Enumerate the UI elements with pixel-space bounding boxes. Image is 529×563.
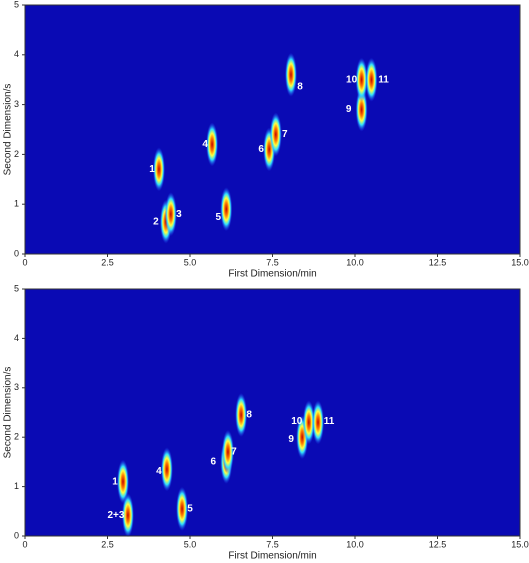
peak-label: 1 [149, 164, 155, 175]
peak-label: 8 [246, 410, 252, 421]
plot-frame [24, 288, 521, 537]
x-tick-label: 5.0 [184, 257, 197, 267]
peak-label: 10 [291, 416, 303, 427]
peak [365, 57, 378, 102]
peak-label: 8 [297, 81, 303, 92]
peak-label: 10 [346, 74, 358, 85]
peak [206, 122, 219, 167]
peak-label: 5 [187, 503, 193, 514]
peak [121, 493, 134, 538]
peak-label: 11 [324, 416, 335, 427]
peak-label: 7 [231, 447, 237, 458]
x-tick-label: 15.0 [511, 539, 529, 549]
peak [164, 192, 177, 237]
x-tick-label: 15.0 [511, 257, 529, 267]
y-tick-label: 0 [14, 248, 19, 258]
x-tick-label: 12.5 [429, 539, 447, 549]
peak [160, 447, 173, 492]
x-tick-label: 2.5 [101, 539, 114, 549]
peak-label: 3 [176, 209, 182, 220]
y-tick-label: 5 [14, 0, 19, 9]
peak [312, 400, 325, 445]
peak [152, 147, 165, 192]
y-tick-label: 4 [14, 49, 19, 59]
plot-frame [24, 4, 521, 255]
x-axis-title: First Dimension/min [228, 269, 316, 280]
peak-label: 7 [282, 129, 288, 140]
plot-area [25, 289, 520, 536]
y-axis-title: Second Dimension/s [3, 84, 14, 176]
peak-label: 6 [258, 144, 264, 155]
peak-label: 6 [211, 457, 217, 468]
x-tick-label: 0 [22, 539, 27, 549]
peak-label: 2+3 [107, 510, 124, 521]
peak-label: 5 [216, 212, 222, 223]
peak-label: 9 [346, 104, 352, 115]
x-tick-label: 10.0 [346, 257, 364, 267]
y-axis-title: Second Dimension/s [3, 367, 14, 459]
peak [235, 392, 248, 437]
peak [221, 430, 234, 475]
x-tick-label: 10.0 [346, 539, 364, 549]
y-tick-label: 5 [14, 283, 19, 293]
peak [117, 459, 130, 504]
y-tick-label: 2 [14, 149, 19, 159]
y-tick-label: 0 [14, 530, 19, 540]
x-axis-title: First Dimension/min [228, 551, 316, 562]
peak [302, 400, 315, 445]
peak-label: 9 [288, 434, 294, 445]
x-tick-label: 2.5 [101, 257, 114, 267]
y-tick-label: 1 [14, 481, 19, 491]
peak-label: 4 [202, 139, 208, 150]
y-tick-label: 2 [14, 432, 19, 442]
x-tick-label: 7.5 [266, 257, 279, 267]
peak [176, 486, 189, 531]
x-tick-label: 7.5 [266, 539, 279, 549]
y-tick-label: 1 [14, 199, 19, 209]
peak-label: 11 [378, 74, 389, 85]
x-tick-label: 12.5 [429, 257, 447, 267]
x-tick-label: 5.0 [184, 539, 197, 549]
y-tick-label: 3 [14, 99, 19, 109]
peak-label: 2 [153, 216, 159, 227]
peak [220, 187, 233, 232]
y-tick-label: 4 [14, 333, 19, 343]
peak [269, 112, 282, 157]
peak-label: 1 [112, 476, 118, 487]
peak [284, 52, 297, 97]
x-tick-label: 0 [22, 257, 27, 267]
y-tick-label: 3 [14, 382, 19, 392]
peak-label: 4 [156, 466, 162, 477]
peak [355, 57, 368, 102]
